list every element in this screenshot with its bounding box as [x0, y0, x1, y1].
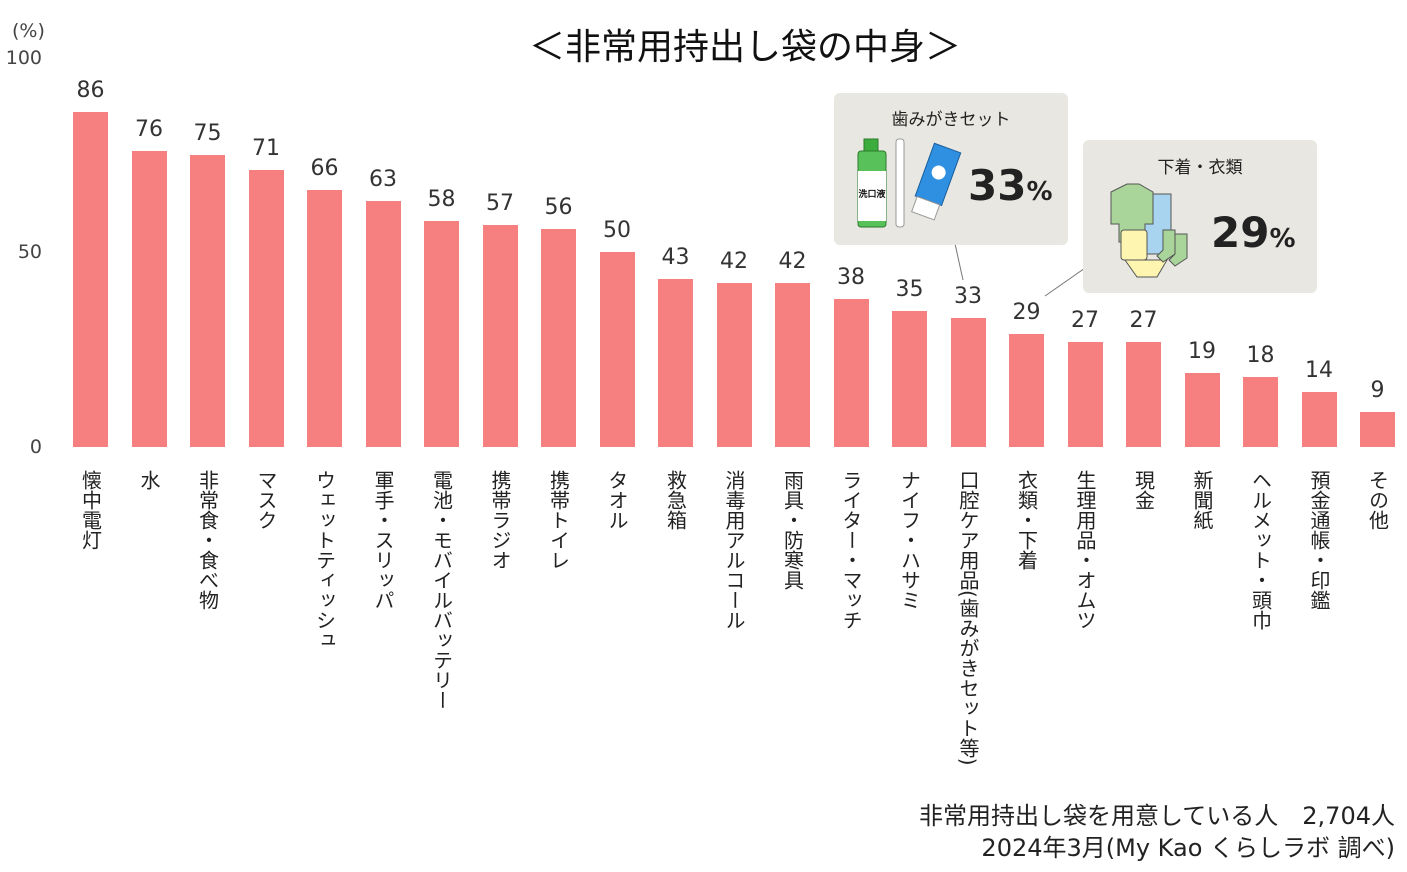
data-label: 9 — [1370, 377, 1385, 403]
category-label: 預金通帳・印鑑 — [1307, 470, 1331, 610]
bar — [1243, 376, 1278, 447]
category-label: 携帯ラジオ — [488, 470, 512, 570]
bar — [1360, 411, 1395, 447]
data-label: 75 — [193, 120, 222, 146]
callout-value: 29% — [1211, 208, 1296, 257]
category-label: マスク — [254, 470, 278, 530]
bar — [599, 252, 635, 447]
bar — [73, 111, 108, 447]
category-label: タオル — [605, 470, 629, 530]
y-tick-50: 50 — [17, 241, 42, 263]
bar — [1067, 341, 1103, 447]
callout-number: 29 — [1211, 208, 1270, 257]
bar — [775, 283, 810, 447]
data-label: 57 — [486, 190, 514, 216]
data-label: 86 — [76, 77, 105, 103]
bar — [1009, 333, 1044, 447]
category-label: その他 — [1365, 470, 1390, 530]
bar — [1301, 392, 1337, 447]
data-label: 18 — [1246, 342, 1275, 368]
data-label: 43 — [661, 245, 690, 271]
bar — [248, 170, 284, 447]
bar — [658, 279, 693, 447]
bar — [716, 283, 752, 447]
data-label: 42 — [778, 249, 807, 275]
data-label: 56 — [544, 194, 573, 220]
category-label: 口腔ケア用品(歯みがきセット等) — [956, 470, 980, 766]
bar — [424, 220, 459, 447]
bar — [482, 224, 518, 447]
callout-value: 33% — [968, 161, 1053, 210]
bar — [365, 201, 401, 447]
data-label: 27 — [1129, 307, 1158, 333]
y-tick-0: 0 — [29, 436, 42, 458]
data-label: 27 — [1071, 307, 1099, 333]
respondents-note: 非常用持出し袋を用意している人 2,704人 — [919, 802, 1395, 830]
data-label: 71 — [252, 136, 280, 162]
callout-clothes: 下着・衣類 29% — [1083, 140, 1317, 293]
source-note: 2024年3月(My Kao くらしラボ 調べ) — [981, 834, 1395, 862]
data-label: 19 — [1188, 338, 1216, 364]
data-label: 63 — [369, 167, 397, 193]
bar — [833, 298, 869, 447]
data-label: 33 — [954, 284, 982, 310]
category-label: 携帯トイレ — [546, 470, 571, 570]
category-label: 生理用品・オムツ — [1073, 470, 1097, 630]
callout-number: 33 — [968, 161, 1027, 210]
category-label: 救急箱 — [663, 470, 688, 530]
toothbrush-set-icon: 洗口液 — [857, 138, 962, 228]
bar — [541, 228, 576, 447]
callout-unit: % — [1026, 177, 1053, 207]
category-label: 水 — [137, 470, 161, 490]
data-label: 50 — [603, 218, 631, 243]
data-label: 76 — [135, 116, 163, 142]
y-tick-100: 100 — [5, 47, 42, 69]
callout-title: 歯みがきセット — [891, 110, 1011, 130]
data-label: 29 — [1012, 299, 1041, 325]
category-label: 現金 — [1131, 470, 1156, 510]
data-label: 35 — [895, 276, 924, 302]
category-label: 非常食・食べ物 — [195, 470, 220, 610]
data-label: 14 — [1305, 358, 1333, 384]
data-label: 66 — [310, 155, 339, 181]
data-label: 42 — [720, 249, 748, 275]
callout-toothbrush-set: 歯みがきセット 洗口液 33% — [834, 93, 1068, 245]
bar — [190, 154, 225, 447]
category-label: 軍手・スリッパ — [371, 470, 395, 610]
category-label: 新聞紙 — [1190, 470, 1214, 530]
category-label: 懐中電灯 — [78, 470, 103, 550]
callout-unit: % — [1269, 224, 1296, 254]
bar — [307, 189, 342, 447]
y-axis-label: (%) — [12, 20, 45, 42]
category-label: ヘルメット・頭巾 — [1248, 470, 1273, 630]
callout-title: 下着・衣類 — [1157, 158, 1243, 178]
chart-title: ＜非常用持出し袋の中身＞ — [528, 27, 961, 68]
category-label: 電池・モバイルバッテリー — [429, 470, 454, 710]
category-label: 消毒用アルコール — [722, 470, 746, 630]
category-label: 雨具・防寒具 — [780, 470, 805, 590]
data-label: 38 — [837, 264, 865, 290]
bar — [1126, 341, 1161, 447]
bar — [892, 310, 927, 447]
bottle-label: 洗口液 — [858, 188, 886, 200]
bar — [131, 150, 167, 447]
category-label: 衣類・下着 — [1014, 470, 1039, 570]
bar — [1184, 372, 1220, 447]
category-label: ナイフ・ハサミ — [897, 470, 922, 610]
category-label: ライター・マッチ — [839, 470, 863, 630]
category-label: ウェットティッシュ — [312, 470, 337, 650]
clothes-icon — [1110, 183, 1188, 278]
bar — [950, 318, 986, 447]
data-label: 58 — [427, 186, 456, 212]
